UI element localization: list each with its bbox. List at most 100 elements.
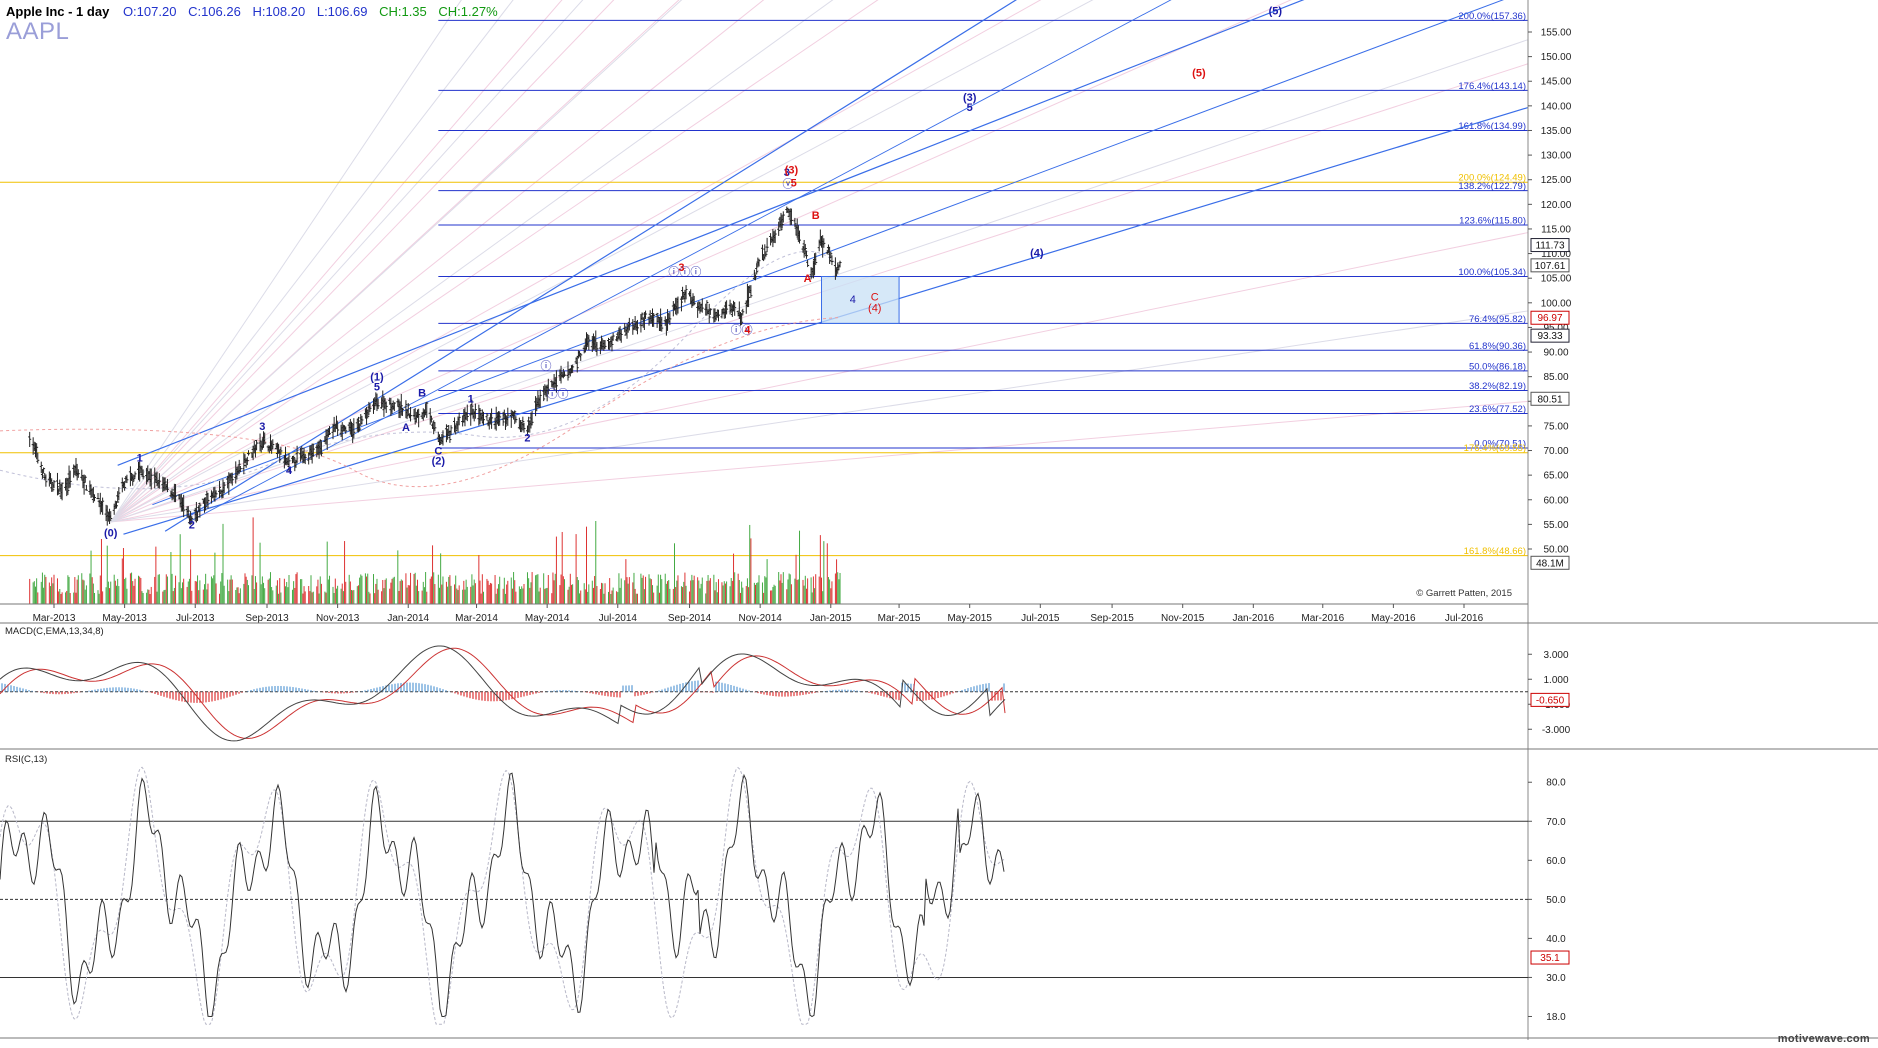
- chart-title: Apple Inc - 1 day: [6, 4, 110, 19]
- x-tick-label: Nov-2013: [316, 613, 360, 624]
- x-tick-label: May-2016: [1371, 613, 1416, 624]
- x-tick-label: Jul-2014: [599, 613, 638, 624]
- low-value: L:106.69: [316, 4, 368, 19]
- fan-line: [110, 0, 514, 523]
- wave-label: (0): [104, 528, 118, 540]
- wave-label: ⓘⓘ: [547, 387, 569, 400]
- open-value: O:107.20: [122, 4, 177, 19]
- y-tick-label: 115.00: [1541, 224, 1571, 235]
- wave-label: B: [812, 210, 820, 222]
- price-tag-label: 80.51: [1537, 394, 1562, 405]
- watermark: motivewave.com: [1777, 1033, 1870, 1045]
- x-tick-label: May-2013: [102, 613, 147, 624]
- rsi-line: [0, 772, 1005, 1018]
- y-tick-label: 105.00: [1541, 274, 1572, 285]
- wave-label: (5): [1192, 67, 1206, 79]
- y-tick-label: 90.00: [1543, 348, 1568, 359]
- fib-label: 161.8%(48.66): [1464, 546, 1526, 557]
- macd-tick-label: 3.000: [1543, 650, 1568, 661]
- fan-line: [110, 0, 834, 523]
- fib-levels: 200.0%(157.36) 176.4%(143.14) 161.8%(134.9…: [0, 11, 1528, 557]
- price-tag-label: 96.97: [1537, 313, 1562, 324]
- macd-line: [0, 645, 1006, 742]
- rsi-tick-label: 30.0: [1546, 973, 1566, 984]
- y-tick-label: 110.00: [1541, 249, 1571, 260]
- y-tick-label: 130.00: [1541, 151, 1572, 162]
- main-y-axis: 155.00 150.00 145.00 140.00 135.00 130.00 125.…: [1528, 28, 1572, 570]
- wave-label: (1): [370, 372, 384, 384]
- x-tick-label: Jul-2015: [1021, 613, 1060, 624]
- wave-label: (3): [963, 92, 977, 104]
- rsi-panel: RSI(C,13) 80.0 70.0 60.0 50.0 40.0 30.0 18.0 35.…: [0, 754, 1878, 1039]
- wave-label: 5: [374, 381, 380, 393]
- rsi-title: RSI(C,13): [5, 754, 47, 765]
- wave-label: 4: [850, 294, 856, 306]
- x-tick-label: Nov-2015: [1161, 613, 1205, 624]
- wave-label: 4: [286, 465, 293, 477]
- fan-line: [110, 0, 563, 523]
- wave-label: ⓘⓘⓘ: [668, 266, 701, 279]
- channel-upper: [117, 0, 1305, 466]
- fib-label: 61.8%(90.36): [1469, 341, 1526, 352]
- fib-label: 100.0%(105.34): [1458, 267, 1526, 278]
- target-zone-box: [821, 276, 900, 324]
- macd-tick-label: -3.000: [1542, 725, 1571, 736]
- macd-tick-label: 1.000: [1543, 675, 1568, 686]
- wave-label: 1: [468, 393, 474, 405]
- macd-value-label: -0.650: [1536, 695, 1565, 706]
- y-tick-label: 140.00: [1541, 101, 1572, 112]
- wave-label: (2): [432, 455, 446, 467]
- price-tag: [1530, 328, 1570, 343]
- fan-line: [110, 0, 1042, 523]
- x-tick-label: Mar-2014: [455, 613, 498, 624]
- x-tick-label: Mar-2016: [1301, 613, 1344, 624]
- fib-label: 176.4%(69.55): [1464, 443, 1526, 454]
- x-tick-label: Nov-2014: [738, 613, 782, 624]
- x-tick-label: Jan-2016: [1232, 613, 1274, 624]
- y-tick-label: 70.00: [1543, 446, 1568, 457]
- fib-label: 176.4%(143.14): [1458, 81, 1526, 92]
- y-tick-label: 55.00: [1543, 520, 1568, 531]
- wave-label: (3): [785, 164, 799, 176]
- fib-label: 200.0%(157.36): [1458, 11, 1526, 22]
- wave-label: 2: [524, 433, 530, 445]
- fan-line: [110, 0, 879, 523]
- wave-label: 2: [189, 519, 195, 531]
- chart-header: Apple Inc - 1 day O:107.20 C:106.26 H:10…: [6, 4, 506, 19]
- x-tick-label: Jul-2013: [176, 613, 215, 624]
- price-tag-label: 93.33: [1537, 331, 1562, 342]
- wave-label: 4: [744, 324, 751, 336]
- y-tick-label: 85.00: [1543, 372, 1568, 383]
- macd-signal-line: [0, 647, 1006, 739]
- y-tick-label: 125.00: [1541, 175, 1572, 186]
- main-plot-bg: [0, 22, 1528, 604]
- rsi-tick-label: 80.0: [1546, 778, 1566, 789]
- price-tag: [1530, 555, 1570, 570]
- macd-title: MACD(C,EMA,13,34,8): [5, 626, 104, 637]
- fib-label: 123.6%(115.80): [1459, 216, 1526, 227]
- y-tick-label: 60.00: [1543, 495, 1568, 506]
- wave-label: 5: [967, 102, 973, 114]
- y-tick-label: 50.00: [1543, 545, 1568, 556]
- y-tick-label: 95.00: [1543, 323, 1568, 334]
- fan-line: [110, 0, 584, 523]
- x-tick-label: Mar-2015: [878, 613, 921, 624]
- x-tick-label: Jul-2016: [1445, 613, 1484, 624]
- x-axis: Mar-2013 May-2013 Jul-2013 Sep-2013 Nov-2013…: [0, 603, 1878, 624]
- price-tag: [1530, 391, 1570, 406]
- macd-histogram: [1, 680, 1005, 703]
- change-pct-value: CH:1.27%: [438, 4, 498, 19]
- channel-inner-2: [191, 0, 1172, 521]
- fib-label: 0.0%(70.51): [1474, 439, 1526, 450]
- y-tick-label: 75.00: [1543, 421, 1568, 432]
- change-value: CH:1.35: [379, 4, 427, 19]
- x-tick-label: Sep-2014: [668, 613, 712, 624]
- price-bars: [28, 206, 842, 526]
- fib-label: 23.6%(77.52): [1469, 404, 1526, 415]
- fan-line: [110, 0, 680, 523]
- macd-panel: MACD(C,EMA,13,34,8)3.0001.000-1.000-3.00…: [0, 626, 1878, 750]
- rsi-tick-label: 50.0: [1546, 895, 1566, 906]
- x-tick-label: Mar-2013: [33, 613, 76, 624]
